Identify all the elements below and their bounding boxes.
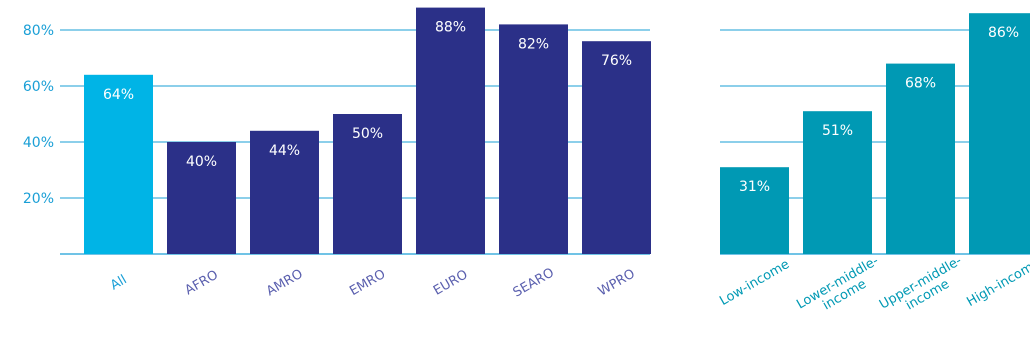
x-category-label: Lower-middle-income	[794, 253, 888, 324]
x-category-label: EURO	[431, 267, 471, 298]
x-category-label: Low-income	[717, 257, 792, 309]
bar-low-income	[720, 167, 789, 254]
bar-searo	[499, 24, 568, 255]
bar-upper-middle-income	[886, 63, 955, 254]
bar-value-label: 44%	[269, 143, 300, 159]
x-category-label-line: AMRO	[264, 267, 306, 300]
y-tick-label: 80%	[23, 23, 54, 39]
bar-emro	[333, 114, 402, 254]
bar-high-income	[969, 13, 1030, 255]
x-category-label: All	[108, 272, 129, 293]
bar-value-label: 88%	[435, 20, 466, 36]
x-category-label-line: All	[108, 272, 129, 293]
bar-value-label: 50%	[352, 126, 383, 142]
x-category-label-line: SEARO	[511, 265, 557, 300]
y-tick-label: 20%	[23, 191, 54, 207]
chart-panel-income: 31% Low-income 51% Lower-middle-income 68% Up…	[717, 13, 1030, 324]
x-category-label: AFRO	[183, 268, 221, 299]
bar-value-label: 64%	[103, 87, 134, 103]
x-category-label: High-income	[964, 256, 1030, 310]
y-tick-label: 60%	[23, 79, 54, 95]
bar-value-label: 68%	[905, 76, 936, 92]
bar-value-label: 31%	[739, 179, 770, 195]
bar-value-label: 51%	[822, 123, 853, 139]
bar-euro	[416, 7, 485, 254]
bar-value-label: 82%	[518, 36, 549, 52]
x-category-label-line: EMRO	[347, 267, 388, 299]
bar-lower-middle-income	[803, 111, 872, 254]
x-category-label: Upper-middle-income	[877, 253, 972, 324]
x-category-label-line: High-income	[964, 256, 1030, 310]
x-category-label: AMRO	[264, 267, 306, 300]
chart-panel-regions: 20% 40% 60% 80% 64% All 40% AFRO 44% AMRO 50% EMRO 8…	[23, 7, 651, 301]
bar-value-label: 76%	[601, 53, 632, 69]
bar-wpro	[582, 41, 651, 255]
x-category-label: SEARO	[511, 265, 557, 300]
bar-value-label: 40%	[186, 154, 217, 170]
x-category-label: EMRO	[347, 267, 388, 299]
x-category-label-line: WPRO	[596, 266, 638, 299]
x-category-label-line: Low-income	[717, 257, 792, 309]
bar-amro	[250, 130, 319, 254]
x-category-label-line: EURO	[431, 267, 471, 298]
x-category-label: WPRO	[596, 266, 638, 299]
y-tick-label: 40%	[23, 135, 54, 151]
bar-all	[84, 74, 153, 254]
bar-value-label: 86%	[988, 25, 1019, 41]
bar-afro	[167, 142, 236, 254]
x-category-label-line: AFRO	[183, 268, 221, 299]
